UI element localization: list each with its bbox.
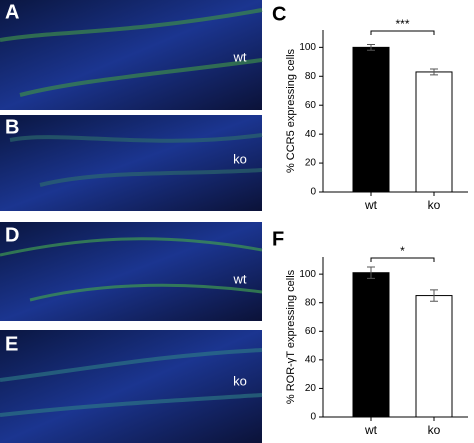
- y-tick-label: 0: [310, 412, 316, 423]
- y-tick-label: 20: [305, 158, 317, 169]
- significance-bracket: [370, 30, 435, 35]
- error-bar: [367, 266, 375, 279]
- y-tick-label: 80: [305, 297, 317, 308]
- significance-bracket: [370, 257, 435, 262]
- panel-label: F: [272, 228, 284, 250]
- x-tick-label: wt: [364, 423, 378, 437]
- micrograph-b: [0, 115, 262, 211]
- y-tick-label: 100: [299, 269, 316, 280]
- y-tick-label: 80: [305, 71, 317, 82]
- panel-label: A: [5, 1, 19, 23]
- panel-label: D: [5, 224, 19, 246]
- x-tick-label: wt: [364, 198, 378, 212]
- significance: *: [400, 244, 405, 258]
- y-tick-label: 40: [305, 129, 317, 140]
- panel-label: B: [5, 116, 19, 138]
- significance: ***: [395, 17, 409, 31]
- tissue-signal: [0, 348, 263, 417]
- micrograph-e: [0, 330, 262, 443]
- bar: [352, 272, 390, 418]
- error-bar: [430, 68, 438, 76]
- panel-label: C: [272, 3, 286, 25]
- tissue-signal: [0, 8, 263, 97]
- image-tag: wt: [233, 271, 247, 286]
- y-tick-label: 100: [299, 42, 316, 53]
- y-axis-label: % ROR-γT expressing cells: [285, 269, 297, 404]
- micrograph-d: [0, 222, 262, 321]
- micrographs: A wt B ko D wt E ko: [0, 0, 263, 443]
- tissue-signal: [9, 133, 263, 187]
- error-bar: [430, 289, 438, 302]
- y-axis-label: % CCR5 expressing cells: [285, 48, 297, 173]
- image-tag: ko: [233, 151, 247, 166]
- image-tag: ko: [233, 373, 247, 388]
- tissue-signal: [0, 237, 263, 302]
- panel-label: E: [5, 333, 18, 355]
- x-tick-label: ko: [428, 198, 441, 212]
- y-tick-label: 40: [305, 354, 317, 365]
- y-tick-label: 60: [305, 326, 317, 337]
- bar: [415, 71, 453, 193]
- x-tick-label: ko: [428, 423, 441, 437]
- bar: [415, 295, 453, 418]
- y-tick-label: 60: [305, 100, 317, 111]
- error-bar: [367, 43, 375, 51]
- y-tick-label: 0: [310, 187, 316, 198]
- bar: [352, 46, 390, 193]
- image-tag: wt: [233, 49, 247, 64]
- y-tick-label: 20: [305, 383, 317, 394]
